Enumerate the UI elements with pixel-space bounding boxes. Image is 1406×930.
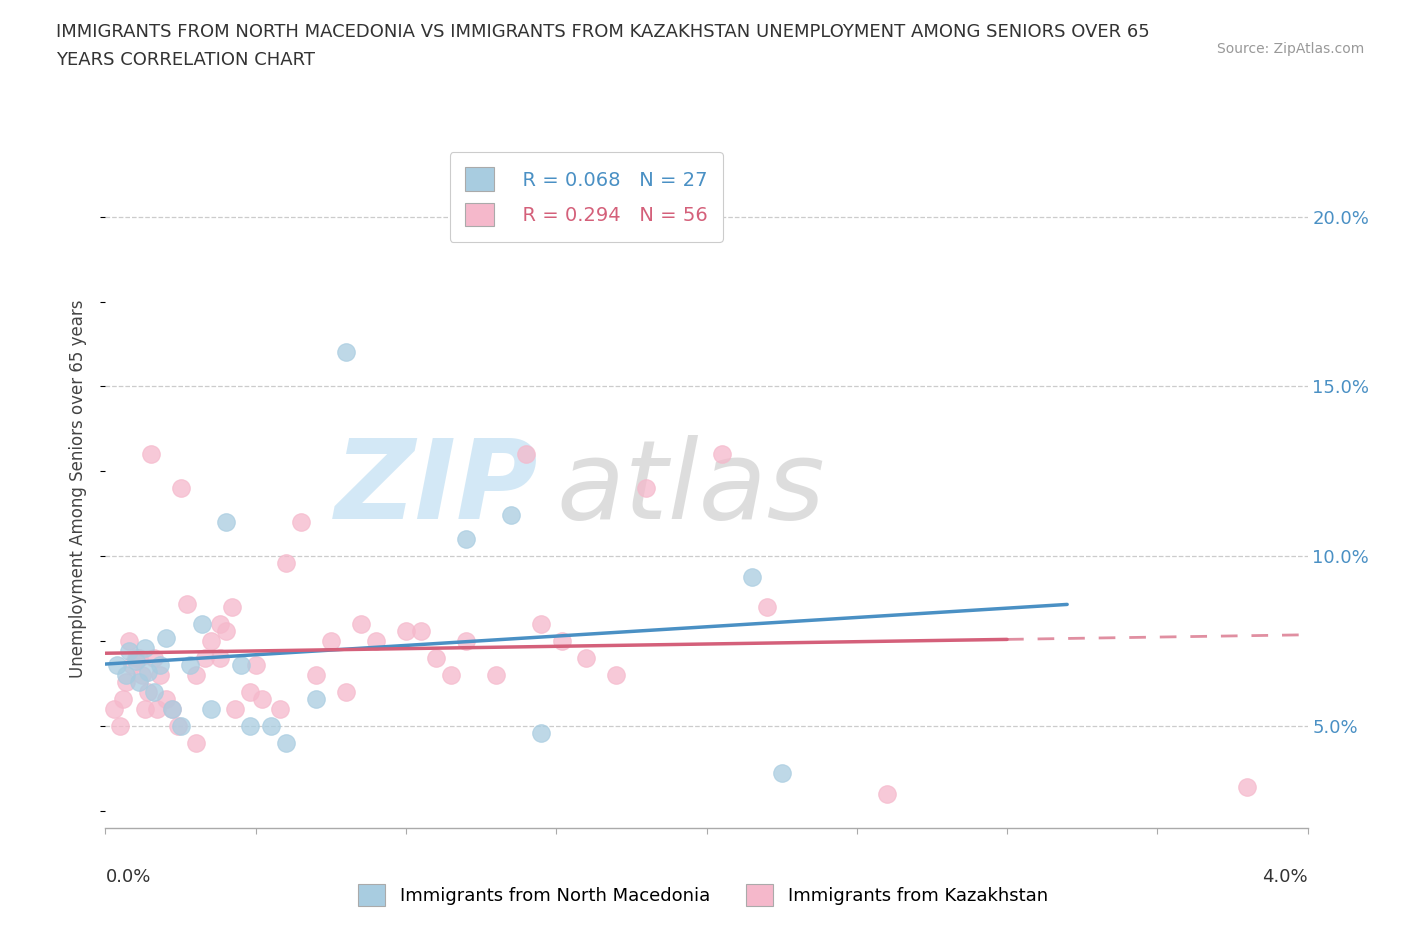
Point — [876, 787, 898, 802]
Point — [115, 668, 138, 683]
Point — [176, 596, 198, 611]
Point — [128, 651, 150, 666]
Point — [142, 684, 165, 699]
Point — [214, 515, 236, 530]
Point — [741, 569, 763, 584]
Point — [124, 651, 146, 666]
Text: 0.0%: 0.0% — [105, 869, 150, 886]
Point — [136, 664, 159, 679]
Point — [551, 633, 574, 648]
Point — [250, 691, 273, 706]
Point — [169, 719, 191, 734]
Point — [142, 651, 165, 666]
Point — [134, 701, 156, 716]
Point — [274, 555, 297, 570]
Point — [274, 736, 297, 751]
Point — [305, 668, 328, 683]
Y-axis label: Unemployment Among Seniors over 65 years: Unemployment Among Seniors over 65 years — [69, 299, 87, 677]
Point — [118, 644, 141, 658]
Point — [200, 701, 222, 716]
Point — [364, 633, 387, 648]
Point — [128, 674, 150, 689]
Point — [136, 684, 159, 699]
Point — [107, 658, 129, 672]
Point — [200, 633, 222, 648]
Point — [139, 447, 162, 462]
Point — [115, 674, 138, 689]
Text: ZIP: ZIP — [335, 434, 538, 542]
Point — [239, 684, 262, 699]
Point — [131, 668, 153, 683]
Point — [290, 515, 312, 530]
Point — [409, 623, 432, 638]
Point — [1236, 779, 1258, 794]
Point — [770, 766, 793, 781]
Point — [103, 701, 125, 716]
Point — [530, 617, 553, 631]
Point — [134, 641, 156, 656]
Point — [118, 633, 141, 648]
Point — [224, 701, 246, 716]
Point — [160, 701, 183, 716]
Point — [194, 651, 217, 666]
Point — [214, 623, 236, 638]
Point — [260, 719, 283, 734]
Text: 4.0%: 4.0% — [1263, 869, 1308, 886]
Point — [454, 532, 477, 547]
Point — [605, 668, 627, 683]
Point — [208, 651, 231, 666]
Point — [160, 701, 183, 716]
Point — [575, 651, 598, 666]
Point — [319, 633, 342, 648]
Point — [110, 719, 132, 734]
Point — [350, 617, 373, 631]
Point — [166, 719, 188, 734]
Point — [121, 658, 143, 672]
Point — [148, 658, 170, 672]
Point — [221, 600, 243, 615]
Text: atlas: atlas — [557, 434, 825, 542]
Point — [112, 691, 135, 706]
Point — [269, 701, 291, 716]
Point — [515, 447, 537, 462]
Point — [169, 481, 191, 496]
Point — [179, 658, 201, 672]
Point — [208, 617, 231, 631]
Legend: Immigrants from North Macedonia, Immigrants from Kazakhstan: Immigrants from North Macedonia, Immigra… — [352, 877, 1054, 913]
Point — [335, 345, 357, 360]
Point — [636, 481, 658, 496]
Point — [395, 623, 418, 638]
Point — [184, 736, 207, 751]
Point — [148, 668, 170, 683]
Point — [155, 631, 177, 645]
Legend:   R = 0.068   N = 27,   R = 0.294   N = 56: R = 0.068 N = 27, R = 0.294 N = 56 — [450, 152, 723, 242]
Point — [229, 658, 252, 672]
Point — [501, 508, 523, 523]
Point — [440, 668, 463, 683]
Point — [124, 654, 146, 669]
Point — [155, 691, 177, 706]
Point — [454, 633, 477, 648]
Point — [755, 600, 778, 615]
Text: YEARS CORRELATION CHART: YEARS CORRELATION CHART — [56, 51, 315, 69]
Point — [710, 447, 733, 462]
Point — [425, 651, 447, 666]
Point — [190, 617, 212, 631]
Point — [245, 658, 267, 672]
Point — [530, 725, 553, 740]
Point — [184, 668, 207, 683]
Text: Source: ZipAtlas.com: Source: ZipAtlas.com — [1216, 42, 1364, 56]
Point — [305, 691, 328, 706]
Point — [335, 684, 357, 699]
Point — [145, 701, 167, 716]
Point — [485, 668, 508, 683]
Text: IMMIGRANTS FROM NORTH MACEDONIA VS IMMIGRANTS FROM KAZAKHSTAN UNEMPLOYMENT AMONG: IMMIGRANTS FROM NORTH MACEDONIA VS IMMIG… — [56, 23, 1150, 41]
Point — [239, 719, 262, 734]
